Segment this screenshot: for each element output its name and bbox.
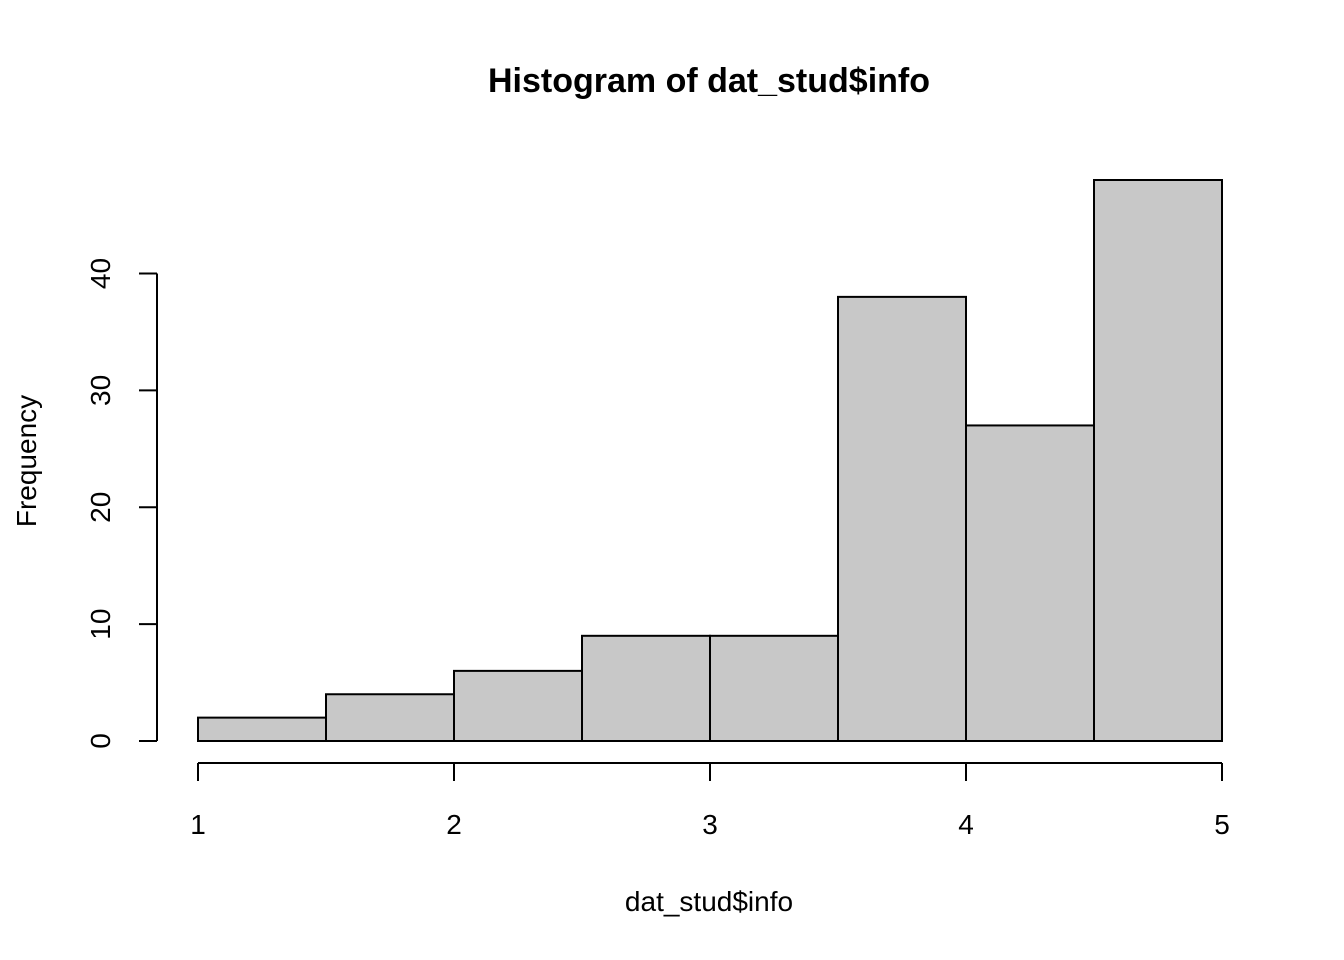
x-tick-label: 2 xyxy=(446,809,462,840)
bars-group xyxy=(197,179,1223,742)
y-tick-label: 0 xyxy=(85,733,116,749)
x-tick-label: 3 xyxy=(702,809,718,840)
histogram-bar-1 xyxy=(197,716,327,742)
chart-title: Histogram of dat_stud$info xyxy=(488,62,930,100)
histogram-bar-6 xyxy=(837,295,967,742)
histogram-bar-3 xyxy=(453,669,583,742)
y-axis-label: Frequency xyxy=(11,395,42,527)
x-tick-label: 5 xyxy=(1214,809,1230,840)
x-tick-label: 4 xyxy=(958,809,974,840)
y-axis: 0 10 20 30 40 xyxy=(85,258,158,749)
histogram-bar-7 xyxy=(965,424,1095,742)
x-axis: 1 2 3 4 5 xyxy=(190,762,1230,840)
histogram-bar-8 xyxy=(1093,179,1223,742)
histogram-bar-5 xyxy=(709,634,839,742)
y-tick-label: 40 xyxy=(85,258,116,289)
x-axis-label: dat_stud$info xyxy=(625,886,793,917)
y-tick-label: 10 xyxy=(85,609,116,640)
x-tick-label: 1 xyxy=(190,809,206,840)
y-tick-label: 20 xyxy=(85,492,116,523)
histogram-bar-2 xyxy=(325,693,455,742)
y-tick-label: 30 xyxy=(85,375,116,406)
histogram-bar-4 xyxy=(581,634,711,742)
